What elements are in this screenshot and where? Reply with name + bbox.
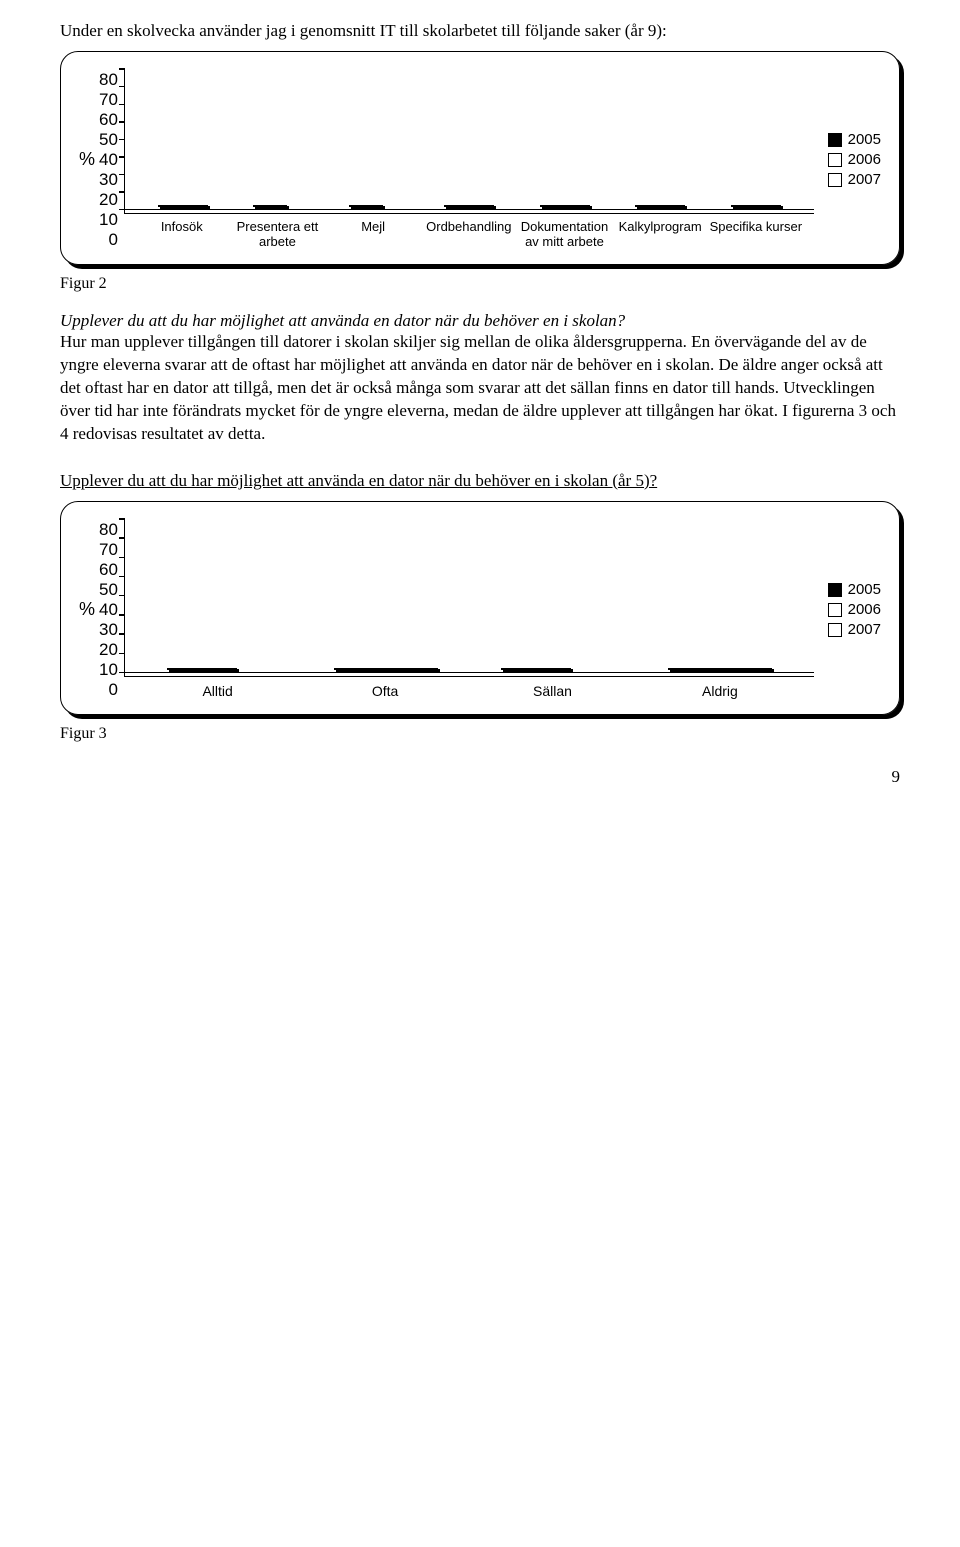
chart1-y-ticks: 80706050403020100	[99, 70, 124, 250]
x-tick: Mejl	[325, 220, 421, 250]
y-tick: 10	[99, 660, 118, 680]
page-number: 9	[60, 767, 900, 787]
legend-item: 2005	[828, 131, 881, 148]
x-tick: Dokumentation av mitt arbete	[517, 220, 613, 250]
chart2-plot	[124, 520, 814, 678]
section-heading: Upplever du att du har möjlighet att anv…	[60, 311, 900, 331]
bar	[667, 205, 685, 210]
bar-group	[230, 205, 326, 210]
legend-label: 2005	[848, 131, 881, 148]
legend-label: 2006	[848, 151, 881, 168]
bar	[201, 668, 237, 673]
y-tick: 30	[99, 170, 118, 190]
bar-group	[326, 205, 422, 210]
legend-item: 2007	[828, 621, 881, 638]
legend-swatch	[828, 153, 842, 167]
x-tick: Aldrig	[636, 683, 803, 699]
legend-item: 2005	[828, 581, 881, 598]
y-tick: 40	[99, 150, 118, 170]
bar-group	[422, 205, 518, 210]
y-tick: 80	[99, 520, 118, 540]
bar-group	[636, 668, 803, 673]
bar-group	[302, 668, 469, 673]
bar	[365, 205, 383, 210]
body-paragraph: Hur man upplever tillgången till datorer…	[60, 331, 900, 446]
chart2-y-label: %	[79, 520, 99, 700]
legend-item: 2006	[828, 601, 881, 618]
x-tick: Ordbehandling	[421, 220, 517, 250]
y-tick: 20	[99, 640, 118, 660]
legend-item: 2007	[828, 171, 881, 188]
bar	[535, 668, 571, 673]
legend-item: 2006	[828, 151, 881, 168]
y-tick: 70	[99, 540, 118, 560]
bar	[190, 205, 208, 210]
chart2-x-ticks: AlltidOftaSällanAldrig	[124, 683, 814, 699]
x-tick: Alltid	[134, 683, 301, 699]
y-tick: 50	[99, 580, 118, 600]
legend-label: 2007	[848, 621, 881, 638]
bar-group	[517, 205, 613, 210]
y-tick: 30	[99, 620, 118, 640]
figure2-label: Figur 2	[60, 275, 900, 293]
bar-group	[135, 205, 231, 210]
bar	[269, 205, 287, 210]
legend-swatch	[828, 133, 842, 147]
legend-label: 2005	[848, 581, 881, 598]
bar	[368, 668, 404, 673]
y-tick: 40	[99, 600, 118, 620]
legend-swatch	[828, 623, 842, 637]
legend-swatch	[828, 583, 842, 597]
chart1-frame: % 80706050403020100 InfosökPresentera et…	[60, 51, 900, 265]
y-tick: 50	[99, 130, 118, 150]
bar	[702, 668, 738, 673]
y-tick: 10	[99, 210, 118, 230]
x-tick: Sällan	[469, 683, 636, 699]
bar	[572, 205, 590, 210]
bar	[476, 205, 494, 210]
y-tick: 0	[99, 680, 118, 700]
x-tick: Kalkylprogram	[612, 220, 708, 250]
x-tick: Presentera ett arbete	[230, 220, 326, 250]
y-tick: 60	[99, 110, 118, 130]
legend-swatch	[828, 603, 842, 617]
chart1-legend: 2005 2006 2007	[828, 128, 881, 191]
chart2-legend: 2005 2006 2007	[828, 578, 881, 641]
chart1-plot	[124, 70, 814, 214]
y-tick: 80	[99, 70, 118, 90]
bar	[167, 668, 203, 673]
bar	[334, 668, 370, 673]
x-tick: Ofta	[301, 683, 468, 699]
bar-group	[135, 668, 302, 673]
y-tick: 20	[99, 190, 118, 210]
chart2-frame: % 80706050403020100 AlltidOftaSällanAldr…	[60, 501, 900, 715]
x-tick: Infosök	[134, 220, 230, 250]
legend-label: 2007	[848, 171, 881, 188]
figure3-label: Figur 3	[60, 725, 900, 743]
chart2-title: Upplever du att du har möjlighet att anv…	[60, 470, 900, 493]
bar-group	[613, 205, 709, 210]
bar	[501, 668, 537, 673]
bar	[668, 668, 704, 673]
y-tick: 70	[99, 90, 118, 110]
chart1-x-ticks: InfosökPresentera ett arbeteMejlOrdbehan…	[124, 220, 814, 250]
legend-label: 2006	[848, 601, 881, 618]
chart1-y-label: %	[79, 70, 99, 250]
bar-group	[469, 668, 636, 673]
y-tick: 60	[99, 560, 118, 580]
bar-group	[708, 205, 804, 210]
bar	[763, 205, 781, 210]
y-tick: 0	[99, 230, 118, 250]
chart1-title: Under en skolvecka använder jag i genoms…	[60, 20, 900, 43]
x-tick: Specifika kurser	[708, 220, 804, 250]
bar	[402, 668, 438, 673]
bar	[736, 668, 772, 673]
legend-swatch	[828, 173, 842, 187]
